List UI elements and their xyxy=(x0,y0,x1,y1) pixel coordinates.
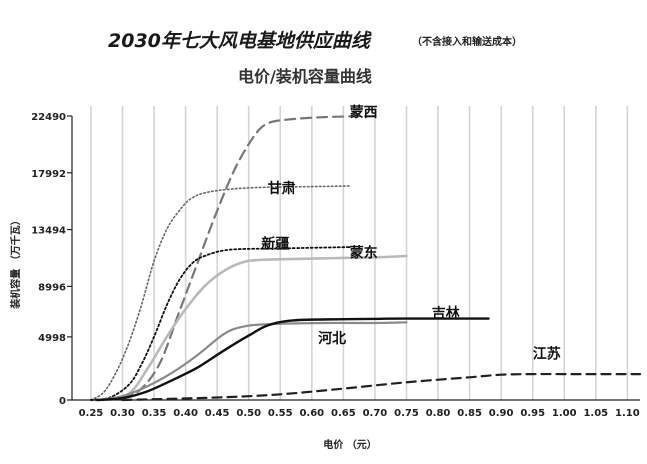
y-tick-label: 8996 xyxy=(38,282,66,293)
y-tick-labels: 0 4998 8996 13494 17992 22490 xyxy=(31,112,72,407)
x-tick-label: 0.85 xyxy=(457,408,482,419)
y-tick-label: 0 xyxy=(59,396,66,407)
x-tick-label: 1.10 xyxy=(615,408,640,419)
x-tick-label: 0.30 xyxy=(110,408,135,419)
series-line xyxy=(90,246,352,401)
series-label: 蒙东 xyxy=(350,244,378,261)
y-tick-label: 4998 xyxy=(38,333,66,344)
y-tick-label: 17992 xyxy=(31,169,66,180)
series-label: 江苏 xyxy=(533,345,561,362)
series-line xyxy=(102,254,408,402)
x-tick-label: 0.55 xyxy=(268,408,293,419)
x-tick-label: 0.45 xyxy=(205,408,230,419)
x-tick-label: 0.60 xyxy=(299,408,324,419)
chart-title: 2030年七大风电基地供应曲线 xyxy=(108,30,372,52)
series-line xyxy=(121,372,642,402)
series-layer xyxy=(89,114,642,402)
x-axis-label: 电价 （元） xyxy=(323,438,376,451)
y-tick-label: 13494 xyxy=(31,226,66,237)
series-line xyxy=(96,317,490,402)
x-tick-label: 0.75 xyxy=(394,408,419,419)
series-line xyxy=(96,321,408,402)
x-tick-label: 0.40 xyxy=(173,408,198,419)
chart-title-note: （不含接入和输送成本） xyxy=(412,35,522,48)
y-tick-label: 22490 xyxy=(31,112,66,123)
x-tick-label: 0.95 xyxy=(520,408,545,419)
chart-subtitle: 电价/装机容量曲线 xyxy=(238,67,372,86)
series-line xyxy=(90,185,351,401)
series-label: 甘肃 xyxy=(268,180,296,197)
x-tick-label: 0.35 xyxy=(142,408,167,419)
series-label: 蒙西 xyxy=(350,104,378,121)
x-tick-labels: 0.25 0.30 0.35 0.40 0.45 0.50 0.55 0.60 0.65 0.70… xyxy=(79,408,640,419)
x-tick-label: 1.05 xyxy=(583,408,608,419)
series-label: 新疆 xyxy=(261,235,289,252)
x-tick-label: 1.00 xyxy=(552,408,577,419)
x-tick-label: 0.25 xyxy=(79,408,104,419)
x-tick-label: 0.65 xyxy=(331,408,356,419)
x-tick-label: 0.70 xyxy=(363,408,388,419)
grid-layer xyxy=(90,106,629,400)
x-tick-label: 0.90 xyxy=(489,408,514,419)
y-axis-label: 装机容量 （万千瓦） xyxy=(9,215,22,309)
series-label: 河北 xyxy=(318,330,346,347)
x-tick-label: 0.80 xyxy=(426,408,451,419)
x-tick-label: 0.50 xyxy=(236,408,261,419)
series-label: 吉林 xyxy=(432,305,460,322)
